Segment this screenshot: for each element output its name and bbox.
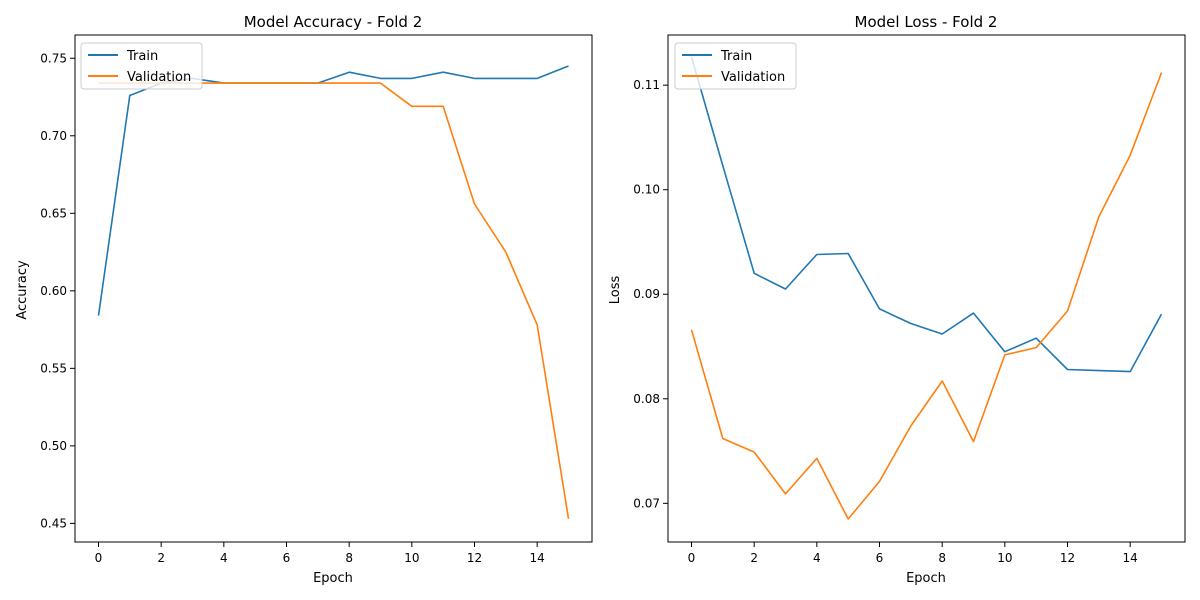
- y-tick-label: 0.65: [40, 206, 67, 220]
- x-tick-label: 14: [530, 551, 545, 565]
- y-tick-label: 0.70: [40, 129, 67, 143]
- x-tick-label: 4: [220, 551, 228, 565]
- x-tick-label: 12: [467, 551, 482, 565]
- plot-lines: [690, 56, 1163, 520]
- legend: Train Validation: [80, 42, 203, 90]
- chart-title: Model Loss - Fold 2: [855, 13, 998, 31]
- legend-label-validation: Validation: [127, 70, 191, 85]
- x-tick-label: 2: [157, 551, 165, 565]
- x-tick-label: 0: [688, 551, 696, 565]
- x-tick-label: 10: [404, 551, 419, 565]
- series-line-train: [690, 56, 1163, 373]
- loss-chart: Model Loss - Fold 2 Epoch Loss 0 2 4 6 8 10 12…: [608, 13, 1186, 586]
- y-tick-label: 0.07: [633, 496, 660, 510]
- x-tick-label: 2: [750, 551, 758, 565]
- y-tick-label: 0.11: [633, 78, 660, 92]
- x-tick-label: 6: [876, 551, 884, 565]
- legend-label-train: Train: [720, 49, 752, 64]
- x-axis-label: Epoch: [313, 571, 353, 586]
- x-tick-label: 8: [345, 551, 353, 565]
- x-tick-label: 4: [813, 551, 821, 565]
- accuracy-chart: Model Accuracy - Fold 2 Epoch Accuracy 0…: [15, 13, 593, 586]
- x-axis-label: Epoch: [906, 571, 946, 586]
- x-tick-label: 0: [95, 551, 103, 565]
- y-tick-label: 0.60: [40, 284, 67, 298]
- y-axis-label: Accuracy: [15, 260, 30, 320]
- x-tick-label: 10: [997, 551, 1012, 565]
- x-tick-label: 6: [283, 551, 291, 565]
- x-tick-label: 8: [938, 551, 946, 565]
- y-tick-label: 0.75: [40, 51, 67, 65]
- plot-frame: [667, 34, 1186, 543]
- x-tick-label: 12: [1060, 551, 1075, 565]
- y-tick-label: 0.55: [40, 361, 67, 375]
- y-tick-label: 0.08: [633, 392, 660, 406]
- plot-frame: [74, 34, 593, 543]
- y-axis-label: Loss: [608, 276, 623, 305]
- x-tick-label: 14: [1123, 551, 1138, 565]
- chart-title: Model Accuracy - Fold 2: [244, 13, 423, 31]
- axis-ticks: 0 2 4 6 8 10 12 14 0.45 0.50 0.55 0.60 0.65 0.70 0.75: [40, 51, 545, 565]
- legend: Train Validation: [674, 42, 797, 90]
- y-tick-label: 0.09: [633, 287, 660, 301]
- series-line-validation: [690, 72, 1163, 520]
- legend-label-validation: Validation: [721, 70, 785, 85]
- legend-label-train: Train: [126, 49, 158, 64]
- y-tick-label: 0.45: [40, 516, 67, 530]
- y-tick-label: 0.50: [40, 439, 67, 453]
- y-tick-label: 0.10: [633, 183, 660, 197]
- axis-ticks: 0 2 4 6 8 10 12 14 0.07 0.08 0.09 0.10 0.11: [633, 78, 1138, 565]
